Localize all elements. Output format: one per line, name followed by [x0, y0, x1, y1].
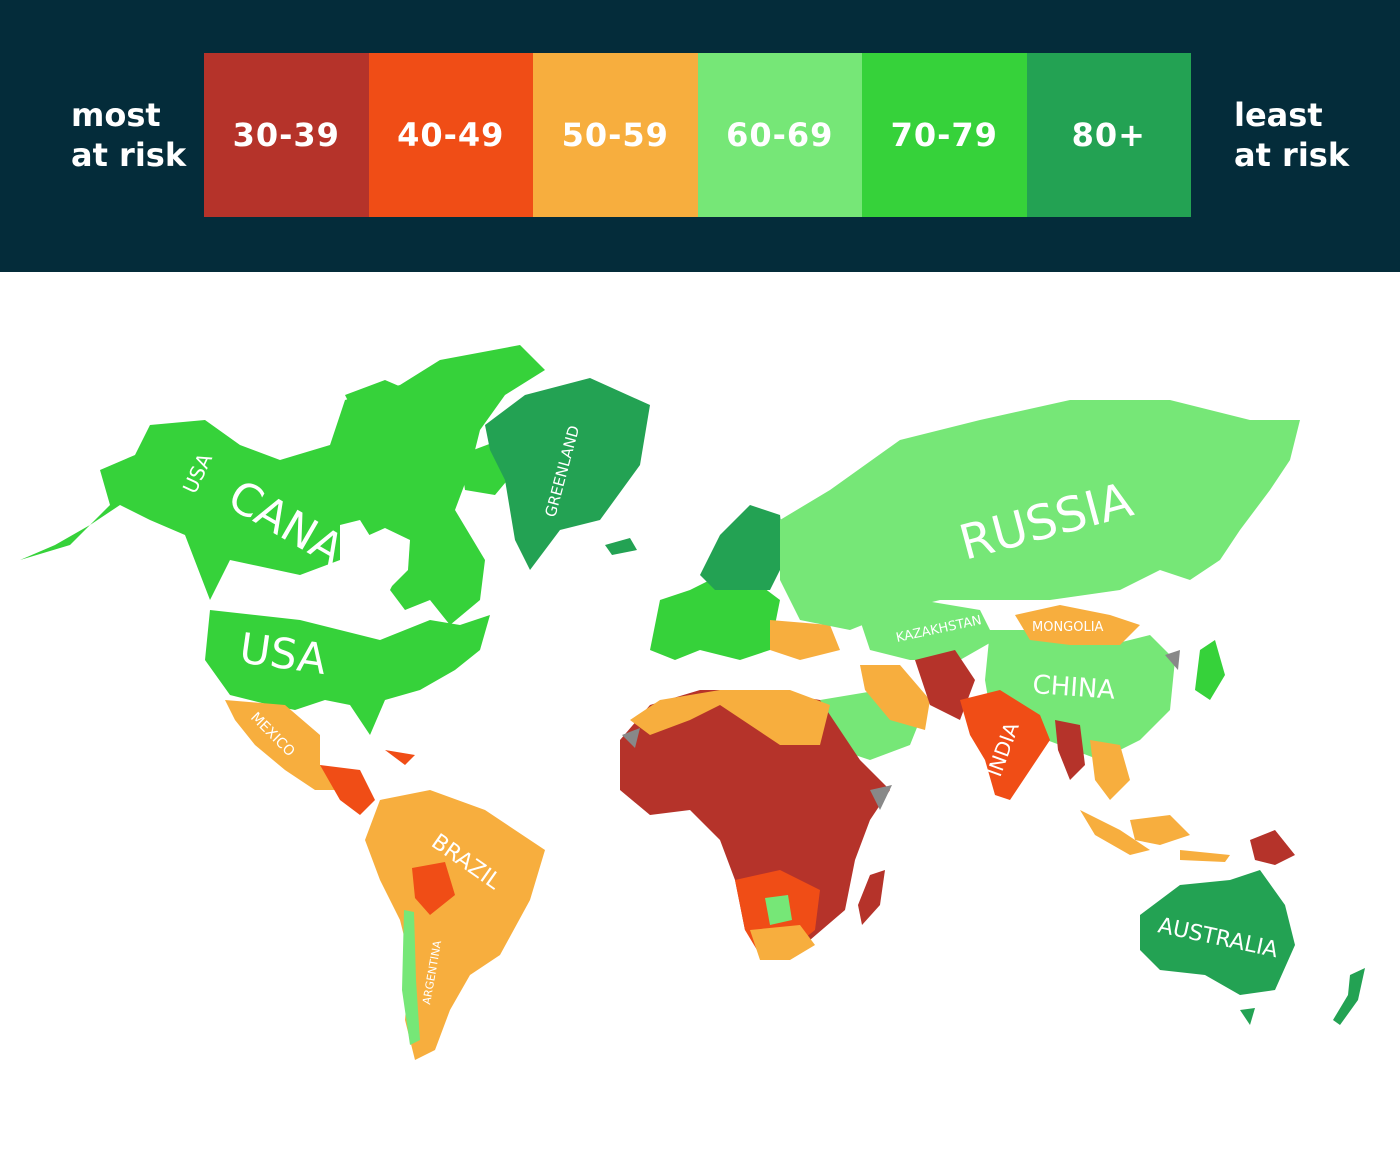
region-chile: [402, 910, 420, 1045]
region-central-america: [320, 750, 415, 815]
region-southeast-asia: [1080, 740, 1150, 855]
legend-swatch-30-39: 30-39: [204, 53, 369, 217]
region-madagascar: [858, 870, 885, 925]
most-at-risk-label: most at risk: [71, 95, 186, 175]
least-at-risk-line-2: at risk: [1234, 136, 1350, 174]
region-japan: [1195, 640, 1225, 700]
region-bolivia: [412, 862, 455, 915]
legend-swatch-70-79: 70-79: [862, 53, 1027, 217]
region-iceland: [605, 538, 637, 555]
region-south-america: [365, 790, 545, 1060]
region-north-korea-no-data: [1165, 650, 1180, 670]
region-myanmar: [1055, 720, 1085, 780]
label-mongolia: MONGOLIA: [1032, 620, 1104, 635]
region-papua-new-guinea: [1250, 830, 1295, 865]
region-india: [960, 690, 1050, 800]
color-legend: 30-39 40-49 50-59 60-69 70-79 80+: [204, 53, 1191, 217]
legend-swatch-40-49: 40-49: [368, 53, 533, 217]
region-russia: [780, 400, 1300, 630]
region-arctic-islands: [345, 360, 520, 495]
region-canada: [20, 345, 545, 625]
region-south-africa: [750, 925, 815, 960]
region-mexico: [225, 700, 350, 790]
least-at-risk-label: least at risk: [1234, 95, 1349, 175]
region-north-africa: [630, 690, 830, 745]
region-new-zealand: [1333, 968, 1365, 1025]
legend-swatch-60-69: 60-69: [697, 53, 862, 217]
region-iran: [860, 665, 930, 730]
label-usa: USA: [237, 623, 330, 684]
least-at-risk-line-1: least: [1234, 96, 1323, 134]
region-scandinavia: [700, 505, 785, 590]
region-indonesia: [1130, 815, 1230, 862]
region-afghanistan-pakistan: [915, 650, 975, 720]
region-eastern-europe: [770, 620, 840, 660]
region-western-sahara-no-data: [622, 728, 640, 748]
most-at-risk-line-1: most: [71, 96, 161, 134]
region-europe: [650, 575, 780, 660]
most-at-risk-line-2: at risk: [71, 136, 187, 174]
region-kazakhstan: [860, 600, 995, 660]
region-mongolia: [1015, 605, 1140, 645]
region-usa: [205, 610, 490, 735]
region-botswana: [765, 895, 792, 925]
region-tasmania: [1240, 1008, 1255, 1025]
region-australia: [1140, 870, 1295, 995]
region-africa: [620, 690, 890, 955]
label-china: CHINA: [1032, 670, 1117, 706]
region-hudson-bay: [358, 528, 410, 588]
legend-swatch-80-plus: 80+: [1026, 53, 1191, 217]
legend-swatch-50-59: 50-59: [533, 53, 698, 217]
region-somalia-no-data: [870, 785, 892, 810]
region-greenland: [485, 378, 650, 570]
legend-header: most at risk 30-39 40-49 50-59 60-69 70-…: [0, 0, 1400, 272]
world-map: USA CANADA USA GREENLAND RUSSIA KAZAKHST…: [20, 345, 1365, 1060]
